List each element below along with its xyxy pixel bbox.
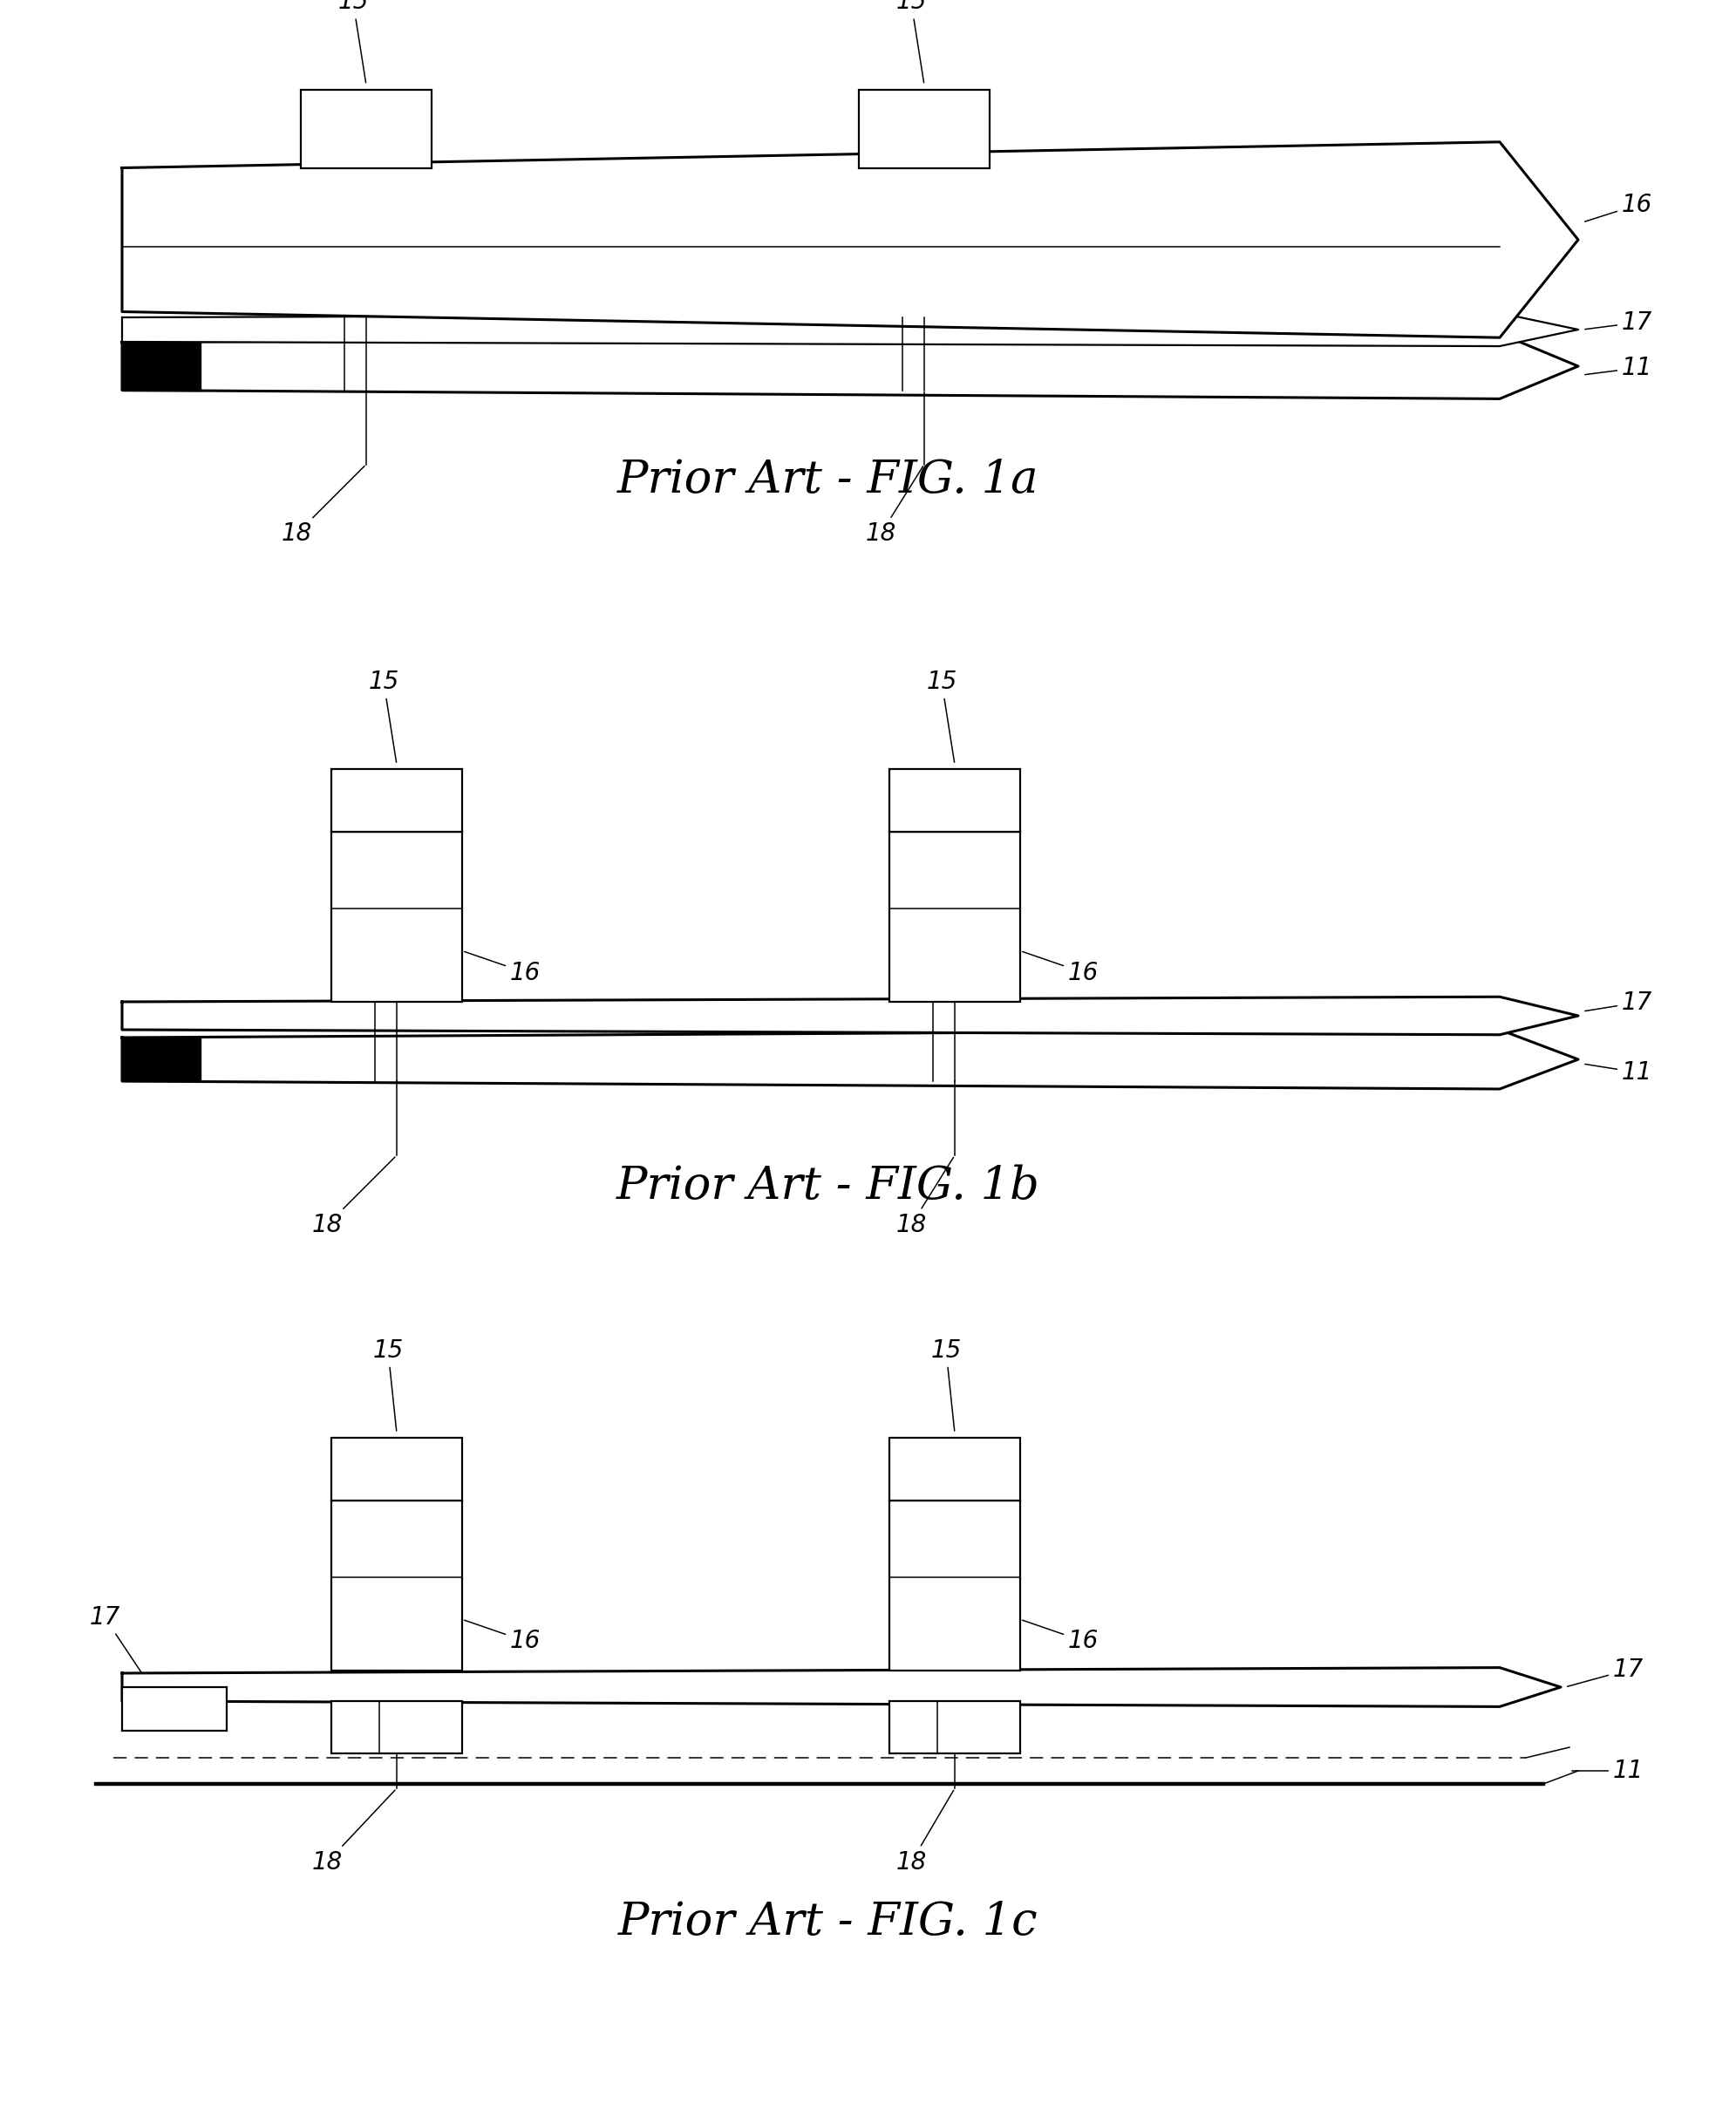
- Text: 18: 18: [865, 466, 924, 546]
- Bar: [332, 831, 462, 1002]
- Polygon shape: [122, 312, 1578, 346]
- Text: 18: 18: [896, 1791, 953, 1874]
- Polygon shape: [122, 1667, 1561, 1707]
- Text: 15: 15: [927, 669, 957, 762]
- Bar: [332, 1437, 462, 1500]
- Text: 18: 18: [311, 1789, 396, 1874]
- Polygon shape: [122, 333, 1578, 399]
- Bar: [889, 1437, 1021, 1500]
- Text: 15: 15: [368, 669, 399, 762]
- Bar: [859, 89, 990, 169]
- Bar: [300, 89, 432, 169]
- Text: Prior Art - FIG. 1a: Prior Art - FIG. 1a: [618, 458, 1040, 502]
- Text: 11: 11: [1571, 1758, 1644, 1783]
- Text: 11: 11: [1585, 1059, 1653, 1085]
- Text: 17: 17: [89, 1606, 148, 1682]
- Bar: [122, 1688, 227, 1730]
- Text: 15: 15: [896, 0, 927, 82]
- Text: 16: 16: [465, 1620, 542, 1654]
- Text: 17: 17: [1585, 990, 1653, 1015]
- Text: 18: 18: [281, 466, 365, 546]
- Text: 17: 17: [1568, 1658, 1644, 1686]
- Text: 16: 16: [1023, 952, 1099, 985]
- Text: Prior Art - FIG. 1c: Prior Art - FIG. 1c: [618, 1901, 1038, 1945]
- Bar: [889, 831, 1021, 1002]
- Bar: [889, 1701, 1021, 1753]
- Text: 16: 16: [1023, 1620, 1099, 1654]
- Text: 18: 18: [896, 1156, 953, 1236]
- Text: 11: 11: [1585, 357, 1653, 380]
- Text: 15: 15: [339, 0, 368, 82]
- Text: 17: 17: [1585, 310, 1653, 335]
- Text: 16: 16: [465, 952, 542, 985]
- Polygon shape: [122, 996, 1578, 1034]
- Text: Prior Art - FIG. 1b: Prior Art - FIG. 1b: [616, 1163, 1040, 1209]
- Polygon shape: [122, 1038, 201, 1080]
- Polygon shape: [122, 1030, 1578, 1089]
- Bar: [332, 1701, 462, 1753]
- Text: 18: 18: [311, 1156, 396, 1236]
- Text: 15: 15: [373, 1338, 403, 1431]
- Bar: [889, 768, 1021, 831]
- Text: 15: 15: [930, 1338, 962, 1431]
- Bar: [332, 1500, 462, 1671]
- Polygon shape: [122, 141, 1578, 338]
- Polygon shape: [122, 342, 201, 390]
- Bar: [332, 768, 462, 831]
- Bar: [889, 1500, 1021, 1671]
- Text: 16: 16: [1585, 192, 1653, 222]
